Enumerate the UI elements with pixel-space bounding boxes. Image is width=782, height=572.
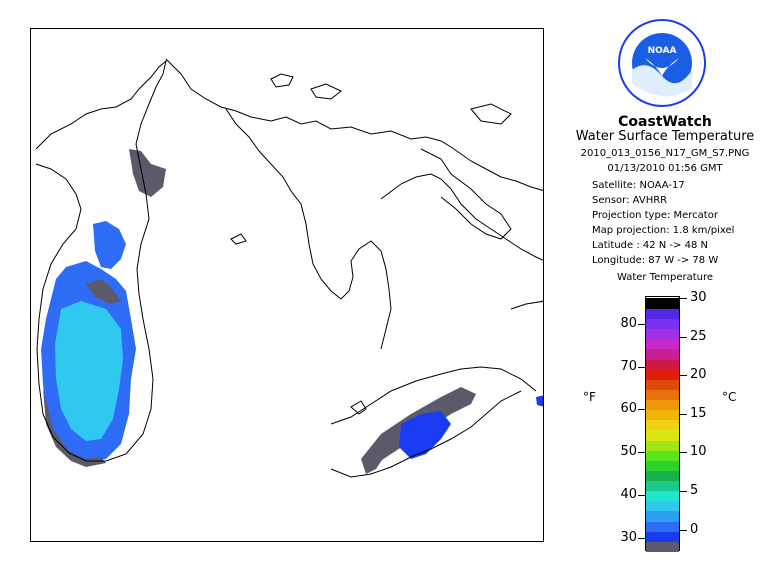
fahrenheit-tick-label: 70 [620, 358, 637, 374]
latitude-info: Latitude : 42 N -> 48 N [592, 240, 708, 251]
great-lakes-map [35, 58, 543, 478]
map-panel [30, 28, 544, 542]
fahrenheit-tick-mark [638, 538, 645, 540]
fahrenheit-tick-mark [638, 323, 645, 325]
celsius-tick-label: 10 [690, 444, 707, 460]
colorbar-swatch [646, 308, 679, 320]
lake-ontario-edge [536, 395, 543, 407]
lake-huron-east-shore [380, 173, 543, 261]
colorbar-swatch [646, 419, 679, 431]
lake-superior-islands [270, 73, 342, 100]
temperature-colorbar [645, 296, 680, 552]
lake-michigan-cloud-edge [43, 389, 106, 467]
celsius-tick-mark [680, 375, 687, 377]
fahrenheit-tick-label: 50 [620, 444, 637, 460]
unit-celsius: °C [722, 390, 737, 404]
colorbar-swatch [646, 358, 679, 370]
small-lake [230, 233, 247, 245]
celsius-tick-label: 15 [690, 405, 707, 421]
unit-fahrenheit: °F [583, 390, 596, 404]
lake-michigan-north-patch [93, 221, 126, 269]
colorbar-swatch [646, 439, 679, 451]
fahrenheit-tick-mark [638, 495, 645, 497]
colorbar-swatch [646, 399, 679, 411]
celsius-tick-label: 30 [690, 290, 707, 305]
lake-michigan-cloud-north [86, 279, 121, 304]
fahrenheit-tick-mark [638, 366, 645, 368]
celsius-tick-mark [680, 336, 687, 338]
colorbar-swatch [646, 348, 679, 360]
colorbar-swatch [646, 540, 679, 552]
colorbar-swatch [646, 490, 679, 502]
colorbar-swatch [646, 389, 679, 401]
colorbar-swatch [646, 409, 679, 421]
colorbar-swatch [646, 470, 679, 482]
fahrenheit-tick-label: 80 [620, 315, 637, 331]
celsius-tick-label: 0 [690, 521, 699, 537]
noaa-logo: NOAA [618, 19, 706, 107]
coastlines [35, 58, 543, 478]
colorbar-swatch [646, 510, 679, 522]
celsius-tick-label: 20 [690, 367, 707, 383]
celsius-tick-mark [680, 529, 687, 531]
lake-ontario-west [510, 300, 543, 310]
longitude-info: Longitude: 87 W -> 78 W [592, 255, 719, 266]
colorbar-swatch [646, 530, 679, 542]
lake-huron-west-shore [225, 108, 392, 350]
fahrenheit-tick-label: 40 [620, 487, 637, 503]
fahrenheit-tick-mark [638, 452, 645, 454]
celsius-tick-mark [680, 298, 687, 299]
colorbar-swatch [646, 459, 679, 471]
upper-peninsula-shore [165, 58, 543, 191]
colorbar-swatch [646, 378, 679, 390]
fahrenheit-tick-label: 60 [620, 401, 637, 417]
logo-text: NOAA [648, 46, 677, 56]
fahrenheit-tick-mark [638, 409, 645, 411]
celsius-tick-label: 5 [690, 482, 699, 498]
sensor-info: Sensor: AVHRR [592, 195, 668, 206]
lake-nipissing [470, 103, 512, 125]
fahrenheit-tick-label: 30 [620, 530, 637, 546]
image-filename: 2010_013_0156_N17_GM_S7.PNG [580, 148, 750, 159]
green-bay-cloud [129, 149, 166, 197]
projection-info: Projection type: Mercator [592, 210, 718, 221]
product-subtitle: Water Surface Temperature [575, 129, 755, 144]
georgian-bay [420, 148, 512, 240]
resolution-info: Map projection: 1.8 km/pixel [592, 225, 735, 236]
celsius-tick-mark [680, 452, 687, 454]
lake-erie-water [399, 411, 451, 459]
lake-erie-cloud-west [361, 449, 386, 474]
colorbar-swatch [646, 328, 679, 340]
celsius-tick-label: 25 [690, 328, 707, 344]
legend-title: Water Temperature [616, 272, 714, 283]
colorbar-swatch [646, 520, 679, 532]
colorbar-swatch [646, 429, 679, 441]
colorbar-swatch [646, 298, 679, 309]
colorbar-swatch [646, 318, 679, 330]
colorbar-swatch [646, 500, 679, 512]
colorbar-swatch [646, 449, 679, 461]
celsius-tick-mark [680, 490, 687, 492]
colorbar-swatch [646, 480, 679, 492]
product-title: CoastWatch [618, 114, 712, 130]
colorbar-swatch [646, 338, 679, 350]
colorbar-swatch [646, 368, 679, 380]
image-datetime: 01/13/2010 01:56 GMT [607, 163, 723, 174]
lake-erie-north-shore [330, 366, 537, 425]
lake-michigan-light-water [55, 301, 123, 441]
lake-erie-south-shore [330, 390, 522, 478]
celsius-tick-mark [680, 413, 687, 415]
lake-st-clair [350, 400, 367, 415]
lake-michigan-shoreline [35, 59, 167, 462]
satellite-info: Satellite: NOAA-17 [592, 180, 685, 191]
